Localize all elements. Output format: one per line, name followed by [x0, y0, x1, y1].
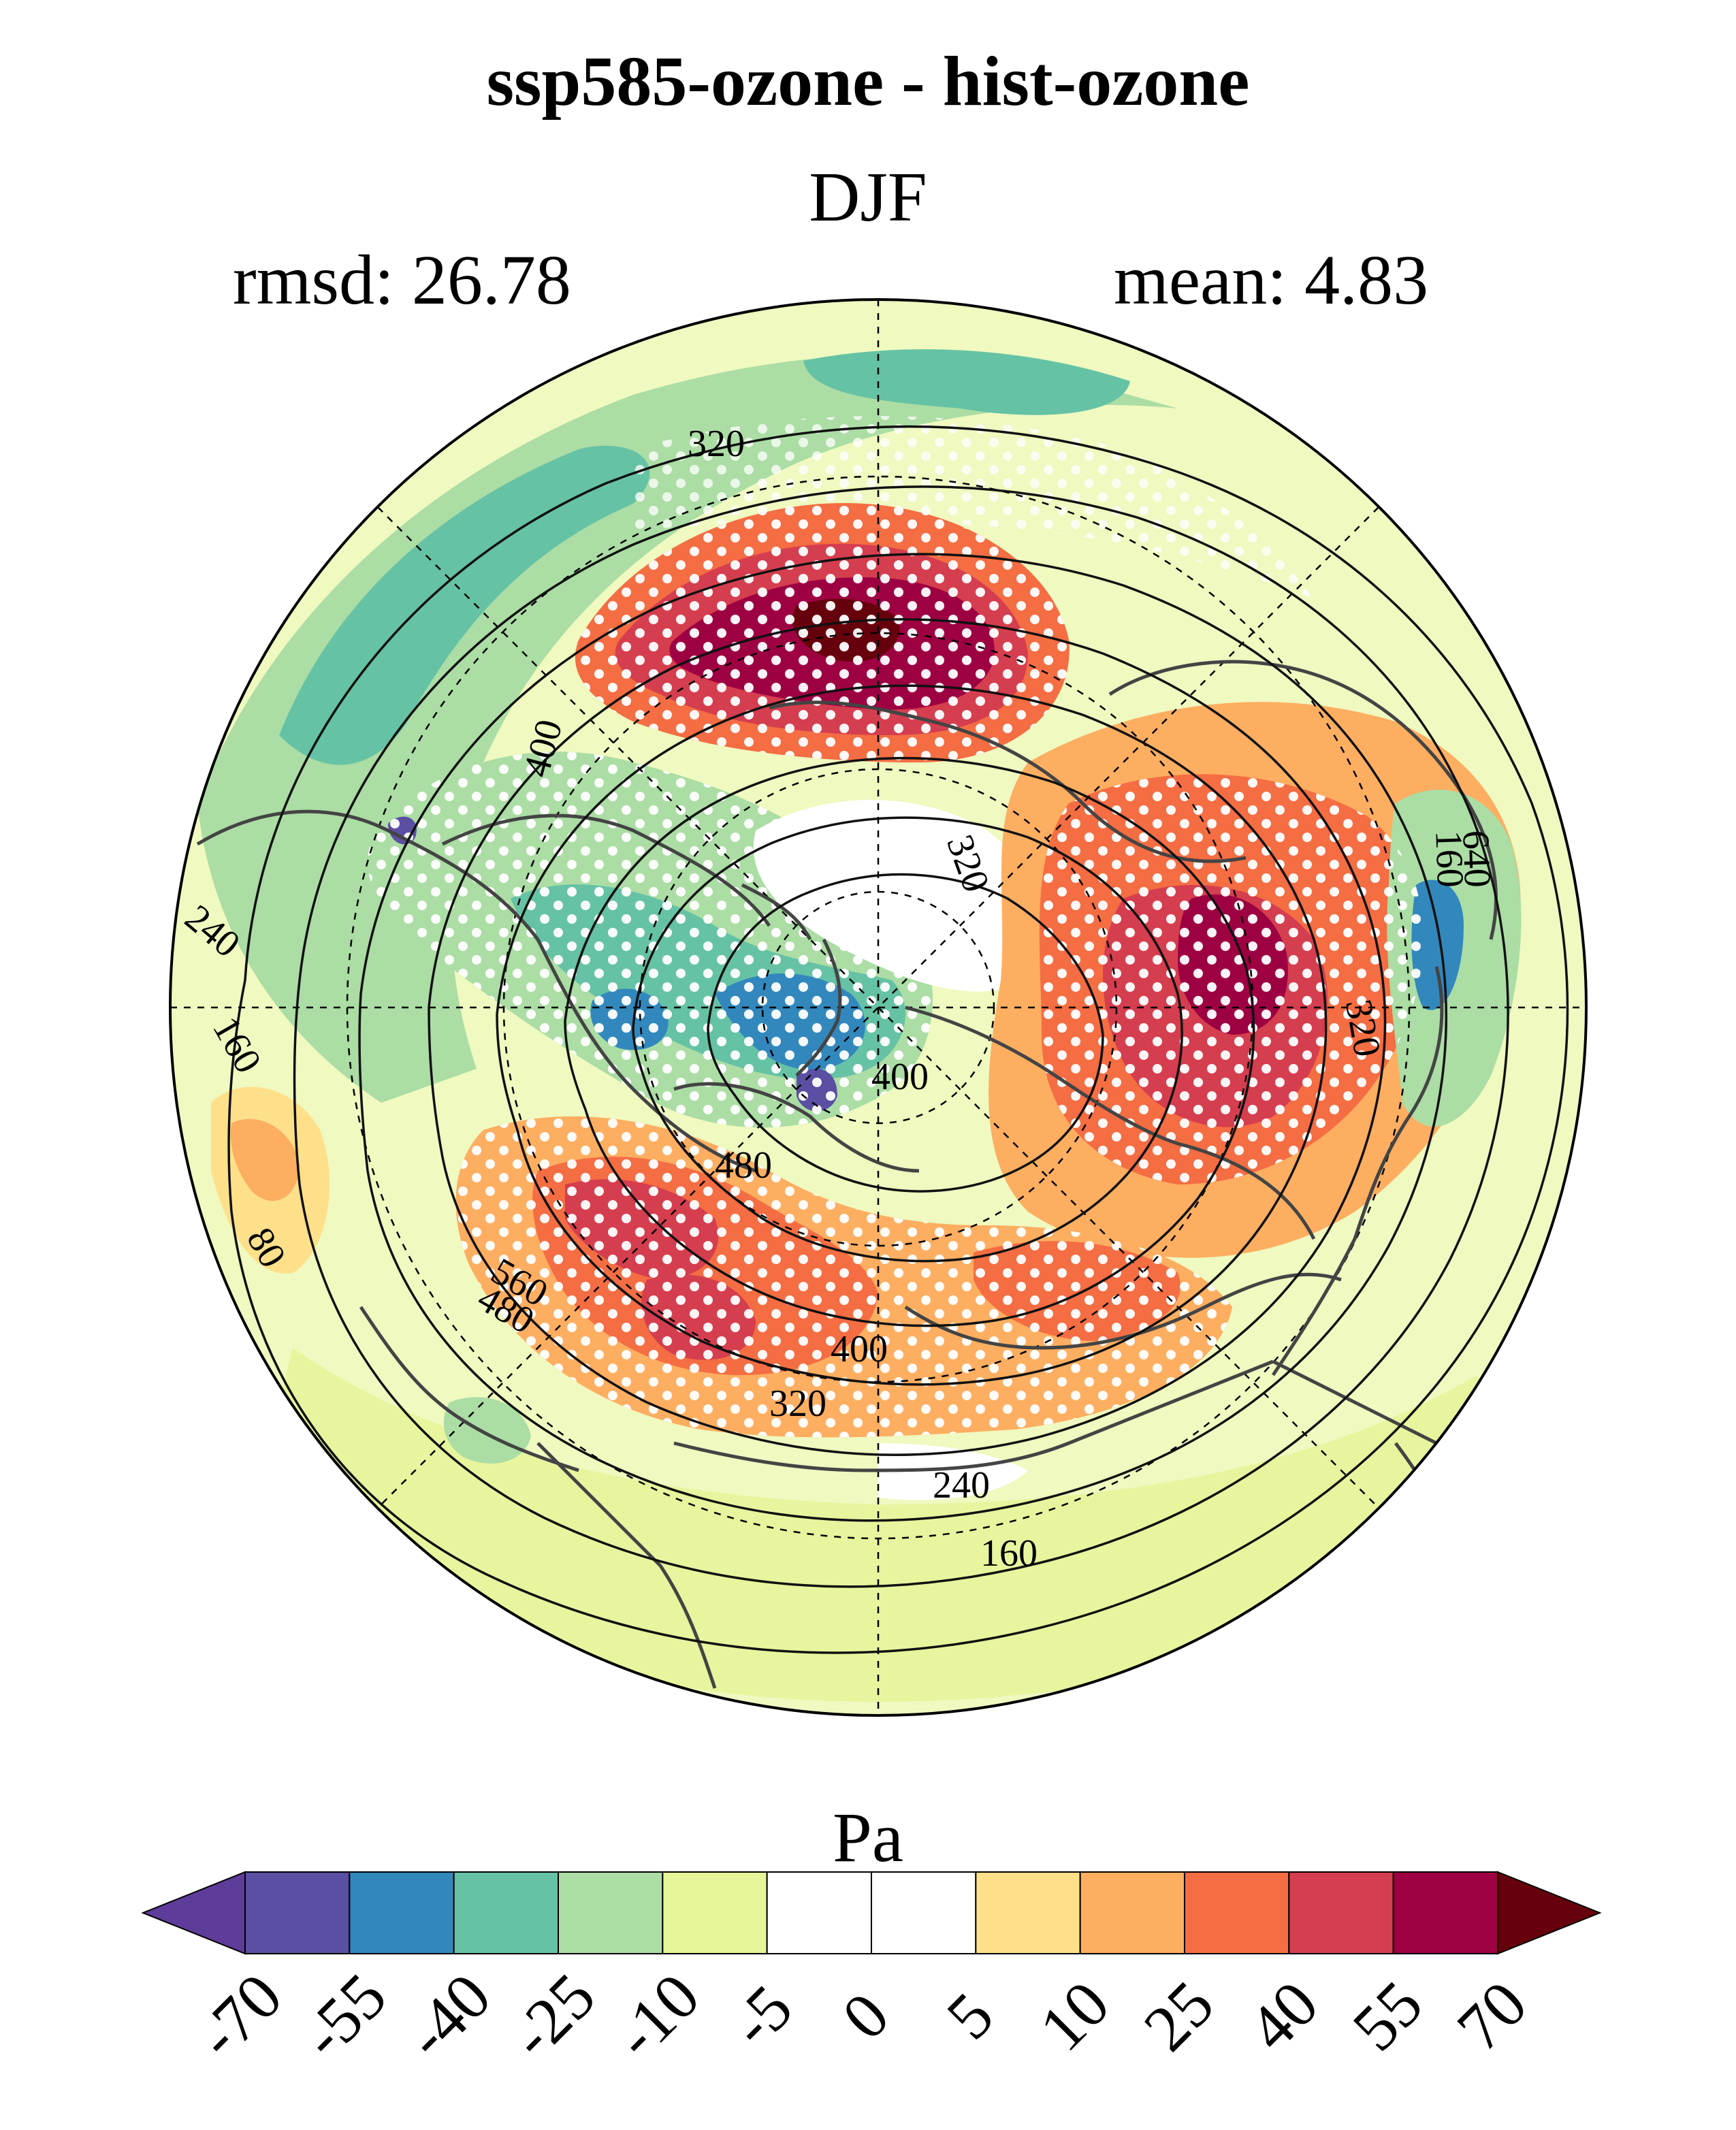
colorbar-tick-label: -70 — [182, 1959, 295, 2072]
colorbar-box — [1392, 1871, 1498, 1954]
colorbar-box — [1184, 1871, 1290, 1954]
colorbar-tick-label: 10 — [1025, 1967, 1123, 2065]
colorbar-box — [453, 1871, 559, 1954]
colorbar-tick-label: 25 — [1129, 1967, 1227, 2065]
colorbar-box — [871, 1871, 977, 1954]
rmsd-stat: rmsd: 26.78 — [233, 241, 571, 319]
colorbar-box — [349, 1871, 455, 1954]
climatology-contours — [227, 425, 1569, 1654]
mean-stat: mean: 4.83 — [1114, 241, 1429, 319]
colorbar-box — [1288, 1871, 1394, 1954]
colorbar-tick-label: 55 — [1338, 1967, 1436, 2065]
contour-label: 400 — [831, 1328, 888, 1370]
colorbar-tick-label: -5 — [716, 1971, 806, 2061]
colorbar-box — [766, 1871, 873, 1954]
colorbar-tick-label: -25 — [496, 1959, 609, 2072]
significance-stippling — [368, 416, 1424, 1438]
colorbar-tick-label: 0 — [828, 1978, 903, 2053]
map-title: ssp585-ozone - hist-ozone — [486, 42, 1250, 120]
contour-label: 320 — [688, 423, 745, 465]
contour-label: 160 — [1427, 830, 1471, 888]
polar-stereographic-map: 320 400 320 240 160 80 400 480 560 480 4… — [169, 298, 1588, 1717]
colorbar-tick-label: -10 — [600, 1959, 713, 2072]
colorbar-tick-label: 40 — [1234, 1967, 1332, 2065]
colorbar-box — [662, 1871, 768, 1954]
contour-label: 320 — [1337, 997, 1389, 1060]
colorbar-tick-label: -55 — [287, 1959, 400, 2072]
colorbar-box — [975, 1871, 1081, 1954]
contour-label: 640 — [1454, 830, 1498, 888]
colorbar-tick-label: 70 — [1443, 1967, 1541, 2065]
season-label: DJF — [809, 158, 927, 236]
colorbar-box — [244, 1871, 351, 1954]
colorbar-unit: Pa — [833, 1798, 903, 1877]
contour-label: 320 — [769, 1383, 826, 1425]
colorbar-tick-label: 5 — [933, 1978, 1008, 2053]
contour-label: 400 — [871, 1056, 929, 1098]
colorbar-min-extension — [141, 1871, 246, 1955]
contour-label: 480 — [715, 1144, 772, 1187]
map-boundary — [169, 298, 1588, 1717]
contour-label: 240 — [933, 1464, 990, 1506]
colorbar-box — [1079, 1871, 1185, 1954]
colorbar-max-extension — [1497, 1871, 1602, 1955]
colorbar: -70-55-40-25-10 -5 0 5 10 25 40 55 70 — [141, 1871, 1602, 2072]
colorbar-tick-label: -40 — [391, 1959, 504, 2072]
colorbar-box — [558, 1871, 664, 1954]
contour-label: 160 — [980, 1532, 1038, 1575]
